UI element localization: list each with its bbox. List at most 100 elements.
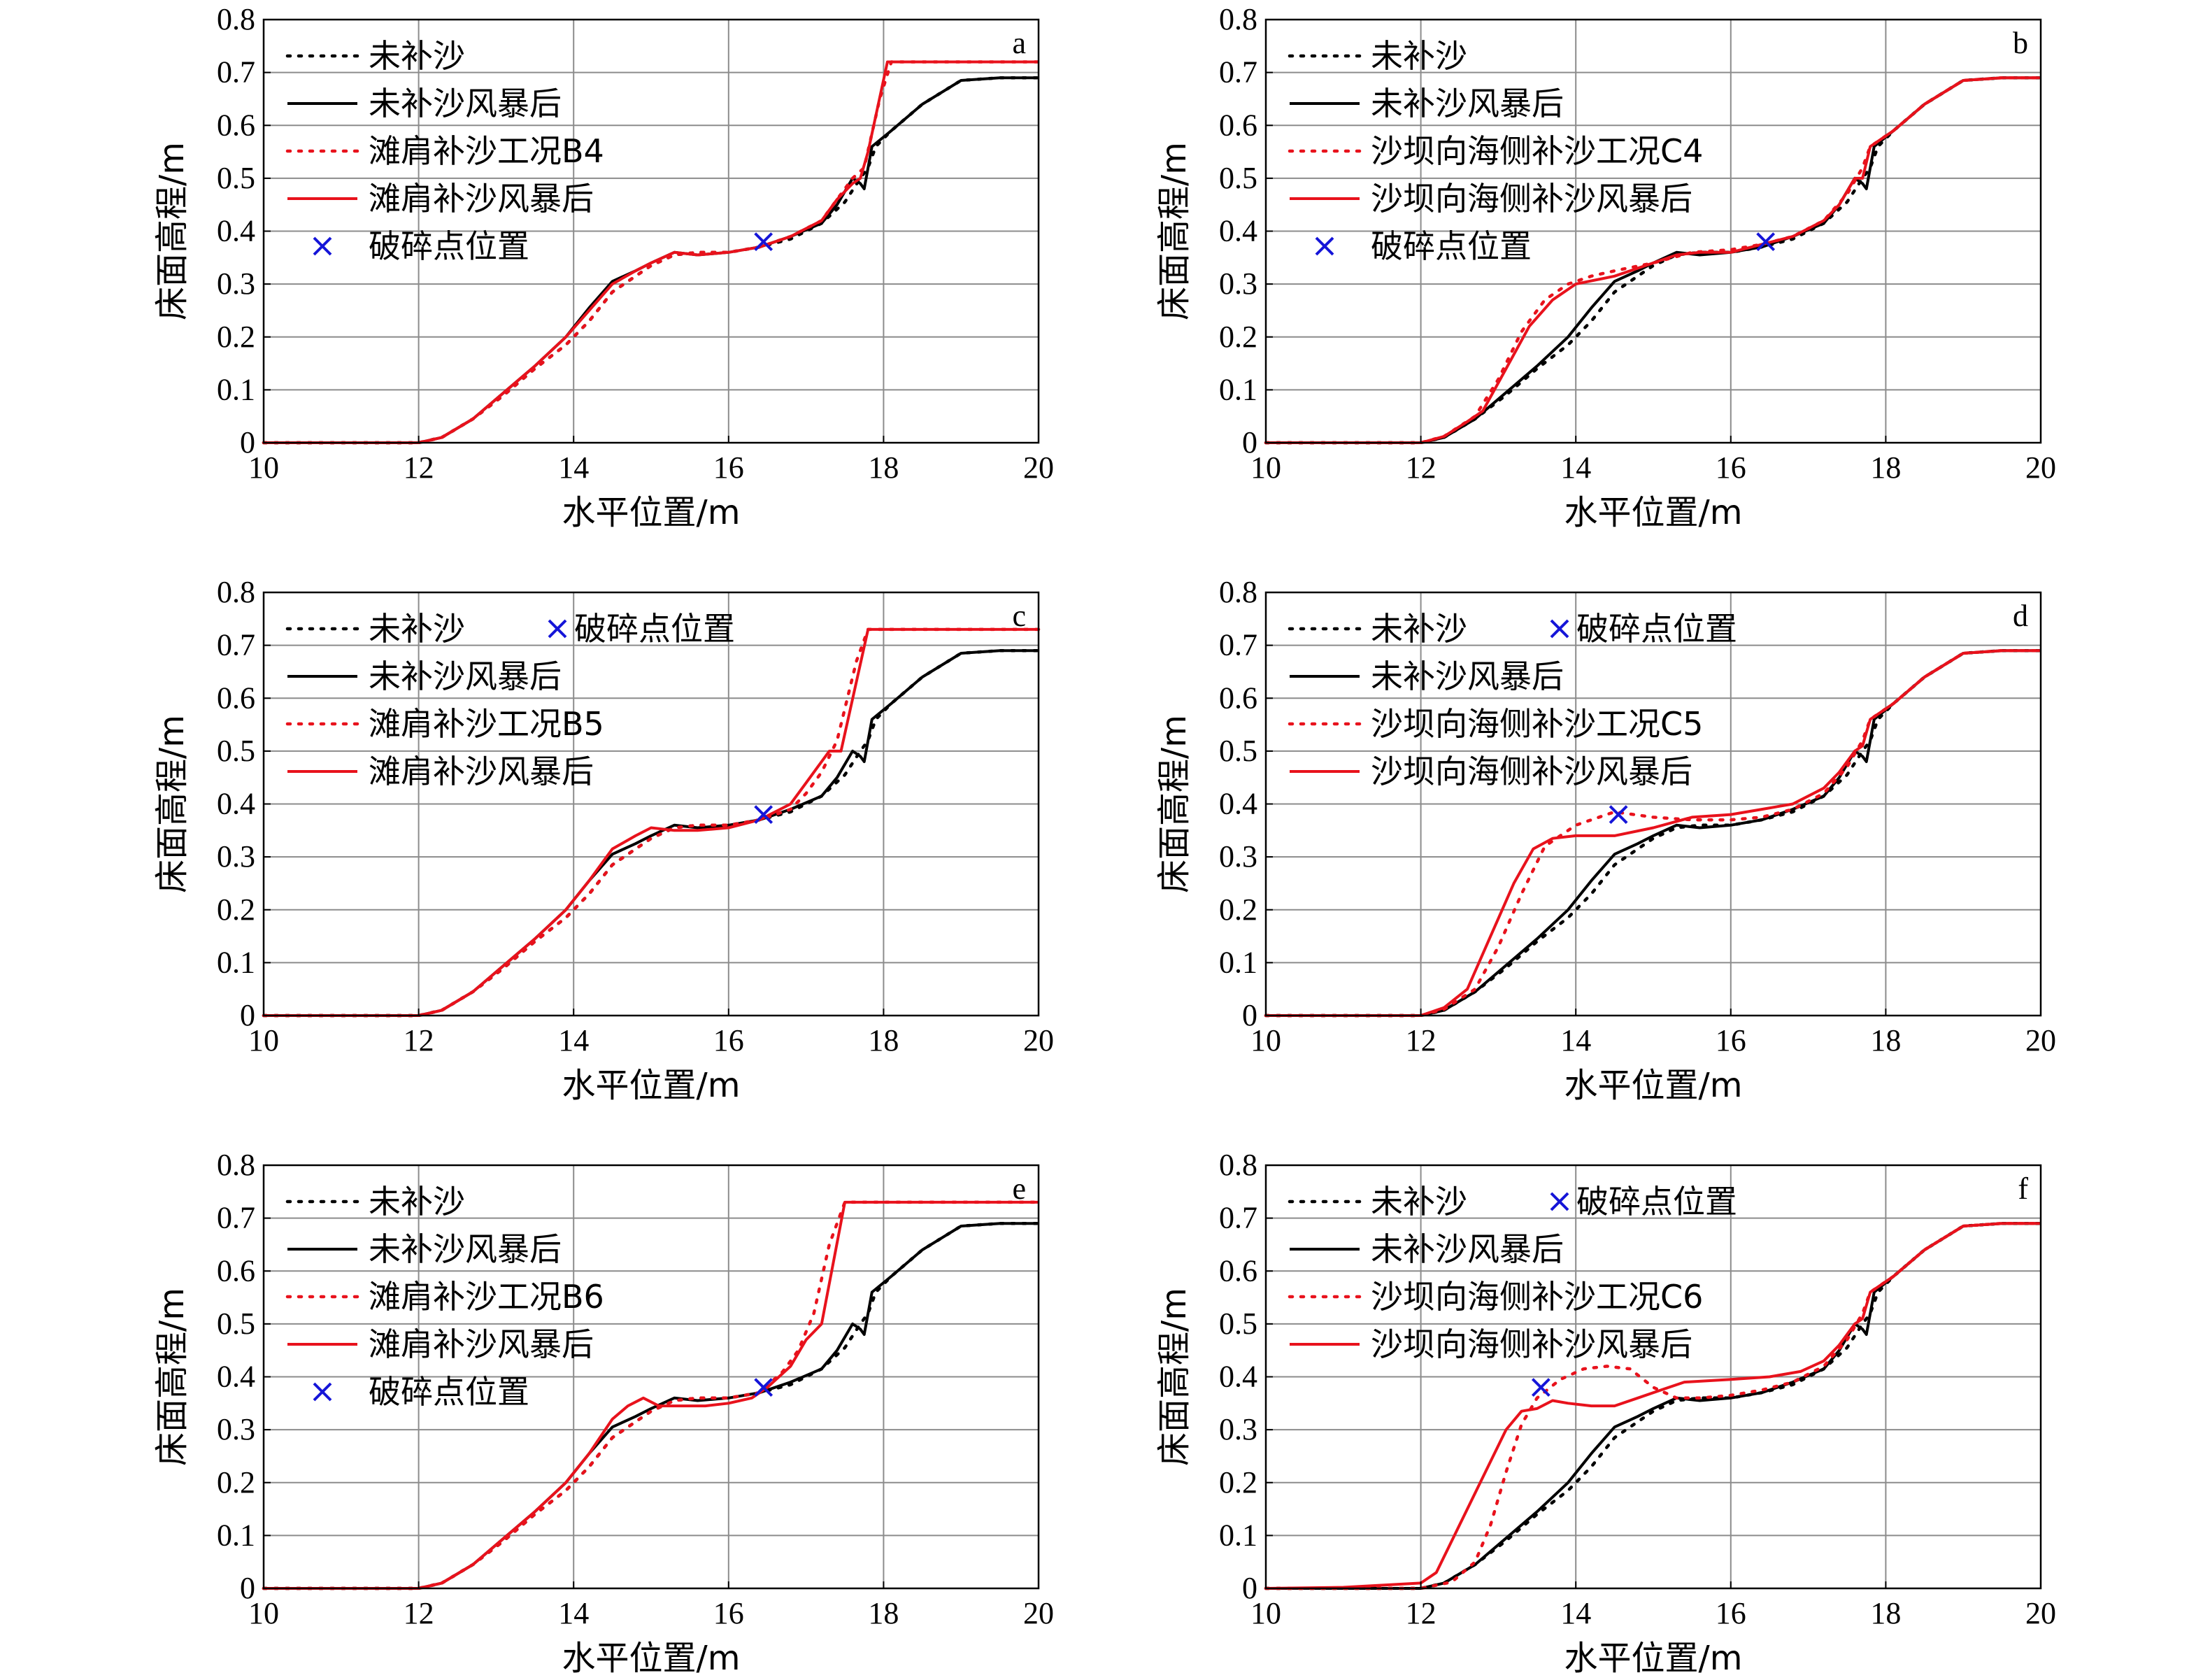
breaking-point-marker bbox=[754, 232, 773, 252]
y-tick-label: 0.2 bbox=[217, 892, 255, 927]
legend-label: 破碎点位置 bbox=[369, 1373, 529, 1411]
x-tick-label: 14 bbox=[558, 1596, 589, 1630]
y-tick-label: 0.4 bbox=[217, 787, 255, 821]
y-tick-label: 0.1 bbox=[217, 945, 255, 979]
x-tick-label: 18 bbox=[1870, 1023, 1901, 1058]
x-tick-label: 10 bbox=[248, 1596, 279, 1630]
series-line-3 bbox=[1264, 1221, 2043, 1590]
x-tick-label: 14 bbox=[558, 450, 589, 485]
y-tick-label: 0 bbox=[240, 1571, 255, 1605]
breaking-point-marker bbox=[1609, 805, 1628, 825]
legend-label: 未补沙 bbox=[369, 610, 465, 648]
panel-c: 10 12 14 16 18 20 0 0.1 0.2 0.3 0.4 0.5 0.6 0.7 0.8 水平位… bbox=[152, 575, 1054, 1105]
panel-f: 10 12 14 16 18 20 0 0.1 0.2 0.3 0.4 0.5 0.6 0.7 0.8 水平位… bbox=[1155, 1148, 2056, 1678]
series-line-4 bbox=[264, 1200, 1039, 1590]
y-tick-label: 0.3 bbox=[217, 1412, 255, 1446]
legend-label: 未补沙 bbox=[1371, 37, 1467, 75]
y-tick-label: 0.1 bbox=[1219, 945, 1257, 979]
y-tick-label: 0.4 bbox=[1219, 214, 1257, 248]
y-tick-label: 0.2 bbox=[1219, 320, 1257, 354]
y-tick-label: 0.7 bbox=[1219, 55, 1257, 90]
series-line-4 bbox=[1265, 1222, 2041, 1590]
panel-e: 10 12 14 16 18 20 0 0.1 0.2 0.3 0.4 0.5 0.6 0.7 0.8 水平位… bbox=[152, 1148, 1054, 1678]
legend-label: 破碎点位置 bbox=[574, 610, 735, 648]
legend-marker-x bbox=[313, 236, 332, 256]
y-axis-label: 床面高程/m bbox=[152, 1288, 192, 1466]
x-tick-label: 16 bbox=[1716, 1596, 1746, 1630]
x-tick-label: 12 bbox=[1406, 1023, 1436, 1058]
legend-label: 滩肩补沙风暴后 bbox=[369, 753, 594, 790]
x-tick-label: 14 bbox=[1560, 1023, 1591, 1058]
y-tick-label: 0.7 bbox=[1219, 628, 1257, 662]
x-tick-label: 18 bbox=[868, 1596, 899, 1630]
y-tick-label: 0 bbox=[240, 998, 255, 1032]
y-tick-label: 0.5 bbox=[1219, 1307, 1257, 1341]
x-tick-label: 14 bbox=[558, 1023, 589, 1058]
y-tick-label: 0.1 bbox=[217, 372, 255, 406]
y-tick-label: 0 bbox=[1242, 998, 1257, 1032]
legend-label: 未补沙风暴后 bbox=[1371, 85, 1564, 122]
series-group bbox=[1264, 76, 2043, 445]
legend-label: 未补沙风暴后 bbox=[1371, 1230, 1564, 1268]
y-axis-label: 床面高程/m bbox=[1155, 142, 1194, 320]
x-axis-label: 水平位置/m bbox=[562, 1066, 741, 1105]
legend-label: 滩肩补沙风暴后 bbox=[369, 180, 594, 218]
y-tick-label: 0.4 bbox=[217, 1360, 255, 1394]
legend-label: 未补沙风暴后 bbox=[1371, 657, 1564, 695]
legend-marker-x bbox=[313, 1382, 332, 1402]
y-tick-label: 0.3 bbox=[217, 839, 255, 874]
legend-marker-x bbox=[548, 619, 567, 639]
marker-stroke bbox=[1609, 805, 1628, 825]
x-axis-label: 水平位置/m bbox=[562, 493, 741, 532]
y-tick-label: 0.3 bbox=[1219, 839, 1257, 874]
x-tick-label: 18 bbox=[868, 1023, 899, 1058]
legend-label: 沙坝向海侧补沙工况C4 bbox=[1371, 132, 1703, 170]
marker-stroke bbox=[754, 1378, 773, 1397]
y-tick-label: 0.6 bbox=[217, 681, 255, 715]
x-tick-label: 14 bbox=[1560, 1596, 1591, 1630]
y-tick-label: 0.5 bbox=[1219, 734, 1257, 768]
x-tick-label: 10 bbox=[1250, 1023, 1281, 1058]
legend-marker-x bbox=[1315, 236, 1334, 256]
x-tick-label: 10 bbox=[1250, 1596, 1281, 1630]
y-tick-label: 0.2 bbox=[1219, 892, 1257, 927]
x-tick-label: 20 bbox=[2025, 1023, 2056, 1058]
legend-label: 破碎点位置 bbox=[1576, 610, 1737, 648]
legend-label: 未补沙风暴后 bbox=[369, 657, 562, 695]
x-axis-label: 水平位置/m bbox=[1564, 493, 1743, 532]
x-tick-label: 20 bbox=[1023, 1023, 1054, 1058]
x-tick-label: 16 bbox=[713, 1596, 744, 1630]
legend-label: 未补沙 bbox=[369, 37, 465, 75]
legend-label: 沙坝向海侧补沙风暴后 bbox=[1371, 180, 1692, 218]
breaking-point-marker bbox=[754, 805, 773, 825]
legend-label: 沙坝向海侧补沙工况C6 bbox=[1371, 1278, 1703, 1316]
panel-letter: b bbox=[2013, 26, 2028, 60]
legend-label: 破碎点位置 bbox=[369, 227, 529, 265]
y-tick-label: 0.1 bbox=[1219, 1518, 1257, 1552]
x-tick-label: 12 bbox=[404, 1023, 434, 1058]
y-tick-label: 0.6 bbox=[1219, 681, 1257, 715]
x-axis-label: 水平位置/m bbox=[1564, 1066, 1743, 1105]
y-tick-label: 0.2 bbox=[217, 1465, 255, 1500]
breaking-point-marker bbox=[1531, 1378, 1550, 1397]
x-tick-label: 12 bbox=[1406, 1596, 1436, 1630]
y-tick-label: 0.1 bbox=[1219, 372, 1257, 406]
legend-label: 沙坝向海侧补沙风暴后 bbox=[1371, 753, 1692, 790]
y-tick-label: 0.4 bbox=[1219, 787, 1257, 821]
legend-label: 未补沙 bbox=[1371, 610, 1467, 648]
legend-label: 沙坝向海侧补沙工况C5 bbox=[1371, 705, 1703, 743]
y-tick-label: 0.6 bbox=[217, 1253, 255, 1288]
legend-label: 滩肩补沙风暴后 bbox=[369, 1325, 594, 1363]
legend-marker-x bbox=[1550, 1192, 1569, 1211]
y-tick-label: 0 bbox=[1242, 425, 1257, 460]
panel-letter: a bbox=[1012, 26, 1026, 60]
x-axis-label: 水平位置/m bbox=[1564, 1639, 1743, 1678]
y-tick-label: 0.5 bbox=[217, 161, 255, 195]
series-group bbox=[262, 60, 1041, 445]
legend-label: 滩肩补沙工况B6 bbox=[369, 1278, 604, 1316]
x-tick-label: 16 bbox=[1716, 1023, 1746, 1058]
